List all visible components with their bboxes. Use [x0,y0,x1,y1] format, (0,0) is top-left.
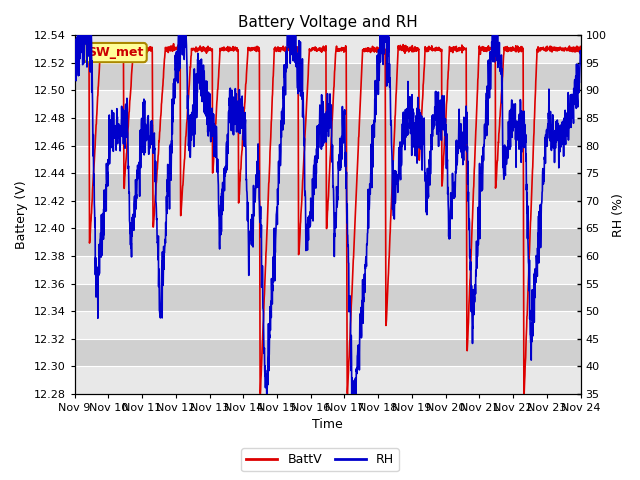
Bar [75,118,580,145]
Bar [75,173,580,201]
Bar [75,228,580,256]
Y-axis label: RH (%): RH (%) [612,192,625,237]
Y-axis label: Battery (V): Battery (V) [15,180,28,249]
Legend: BattV, RH: BattV, RH [241,448,399,471]
Bar [75,339,580,366]
Bar [75,284,580,311]
Title: Battery Voltage and RH: Battery Voltage and RH [237,15,417,30]
X-axis label: Time: Time [312,419,343,432]
Bar [75,63,580,91]
Text: SW_met: SW_met [87,46,143,59]
